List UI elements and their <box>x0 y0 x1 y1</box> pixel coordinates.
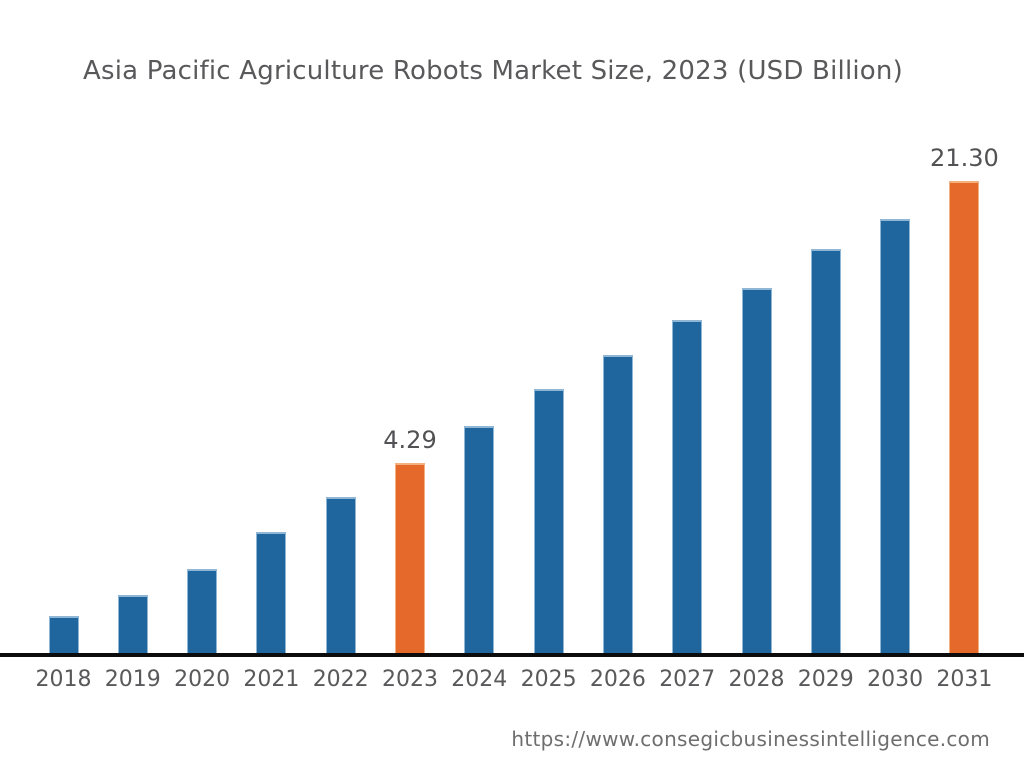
bar-2031 <box>949 181 980 653</box>
x-tick-2028: 2028 <box>728 667 785 692</box>
x-tick-2019: 2019 <box>104 667 161 692</box>
value-label-2023: 4.29 <box>383 426 437 454</box>
x-tick-2020: 2020 <box>174 667 231 692</box>
bar-2018 <box>48 616 79 653</box>
bar-2026 <box>602 355 633 653</box>
bar-2025 <box>533 389 564 653</box>
x-axis-line <box>0 653 1024 657</box>
bar-2022 <box>325 497 356 653</box>
bar-2030 <box>880 219 911 653</box>
bar-2020 <box>187 569 218 653</box>
x-tick-2022: 2022 <box>312 667 369 692</box>
x-tick-2018: 2018 <box>35 667 92 692</box>
bar-2028 <box>741 288 772 653</box>
x-tick-2027: 2027 <box>659 667 716 692</box>
x-tick-2021: 2021 <box>243 667 300 692</box>
x-tick-2029: 2029 <box>797 667 854 692</box>
source-url[interactable]: https://www.consegicbusinessintelligence… <box>511 727 990 751</box>
x-tick-2023: 2023 <box>382 667 438 692</box>
x-tick-2030: 2030 <box>867 667 924 692</box>
x-tick-2024: 2024 <box>451 667 508 692</box>
x-tick-2026: 2026 <box>589 667 646 692</box>
bar-2027 <box>672 320 703 653</box>
bar-2029 <box>810 249 841 653</box>
chart-title: Asia Pacific Agriculture Robots Market S… <box>83 56 903 86</box>
bar-2024 <box>464 426 495 653</box>
bar-2019 <box>117 595 148 653</box>
bar-2023 <box>395 463 425 653</box>
x-tick-2025: 2025 <box>520 667 577 692</box>
x-tick-2031: 2031 <box>936 667 993 692</box>
bar-2021 <box>256 532 287 653</box>
value-label-2031: 21.30 <box>930 144 999 172</box>
